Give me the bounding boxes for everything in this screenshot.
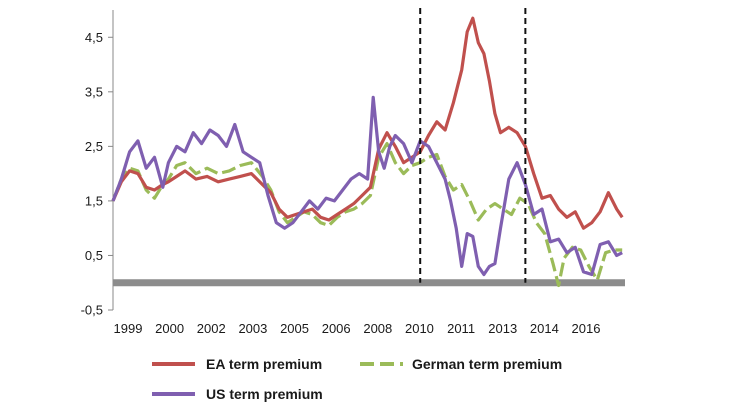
legend-label-ea: EA term premium bbox=[206, 356, 322, 372]
x-tick-label: 2006 bbox=[322, 321, 351, 336]
y-tick-label: 0,5 bbox=[85, 248, 103, 263]
x-tick-label: 2016 bbox=[572, 321, 601, 336]
x-tick-label: 2008 bbox=[363, 321, 392, 336]
x-tick-label: 2010 bbox=[405, 321, 434, 336]
series-line-german bbox=[111, 142, 623, 288]
x-tick-label: 2011 bbox=[447, 321, 475, 336]
y-axis: 4,5 3,5 2,5 1,5 0,5 -0,5 bbox=[81, 10, 114, 318]
legend-label-german: German term premium bbox=[412, 356, 562, 372]
y-tick-label: -0,5 bbox=[81, 303, 103, 318]
y-tick-label: 1,5 bbox=[85, 193, 103, 208]
x-tick-label: 2013 bbox=[488, 321, 517, 336]
legend-item-ea: EA term premium bbox=[152, 356, 322, 372]
y-tick-label: 4,5 bbox=[85, 30, 103, 45]
y-tick-label: 2,5 bbox=[85, 139, 103, 154]
legend-label-us: US term premium bbox=[206, 386, 323, 402]
x-tick-label: 2002 bbox=[197, 321, 226, 336]
series-line-ea bbox=[111, 16, 624, 230]
x-tick-label: 2003 bbox=[238, 321, 267, 336]
legend: EA term premium German term premium US t… bbox=[152, 356, 562, 402]
y-tick-label: 3,5 bbox=[85, 84, 103, 99]
x-tick-label: 2005 bbox=[280, 321, 309, 336]
legend-item-us: US term premium bbox=[152, 386, 323, 402]
x-axis: 1999 2000 2002 2003 2005 2006 2008 2010 2011 2013… bbox=[114, 321, 601, 336]
plot-area bbox=[111, 8, 625, 288]
x-tick-label: 2014 bbox=[530, 321, 559, 336]
legend-item-german: German term premium bbox=[360, 356, 562, 372]
series-line-us bbox=[111, 95, 623, 277]
x-tick-label: 2000 bbox=[155, 321, 184, 336]
x-tick-label: 1999 bbox=[114, 321, 143, 336]
